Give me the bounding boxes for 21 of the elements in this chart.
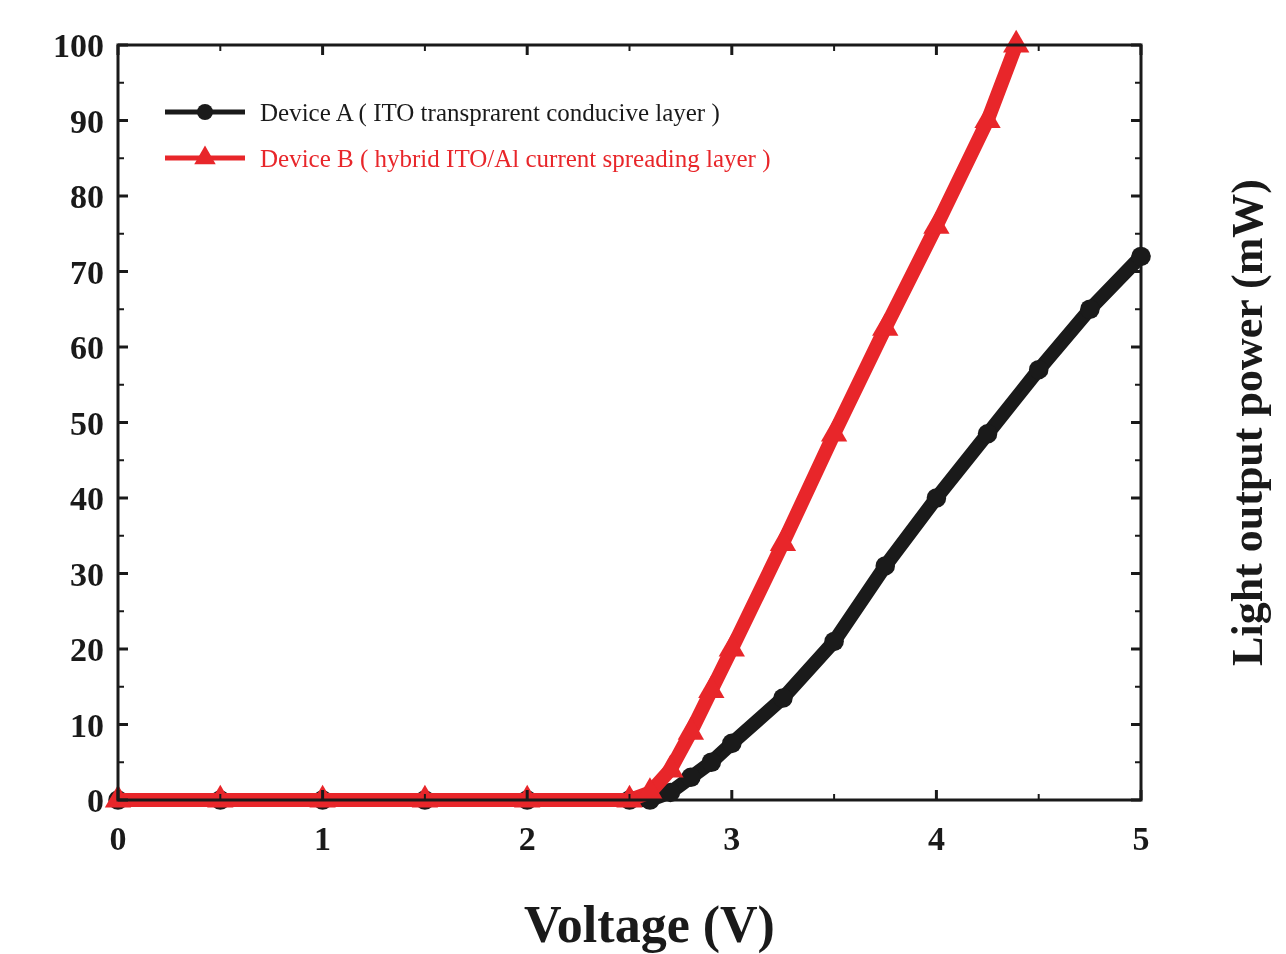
y-tick-label: 60 — [70, 329, 104, 366]
y-tick-label: 20 — [70, 631, 104, 668]
x-tick-label: 5 — [1132, 820, 1150, 857]
y-tick-label: 30 — [70, 555, 104, 593]
y-tick-label: 100 — [53, 27, 104, 64]
y-tick-label: 0 — [87, 782, 104, 819]
legend-label: Device B ( hybrid ITO/Al current spreading layer ) — [260, 145, 771, 173]
x-tick-label: 3 — [723, 820, 741, 857]
y-tick-label: 50 — [70, 404, 104, 442]
y-tick-label: 10 — [70, 706, 104, 744]
y-tick-label: 70 — [70, 253, 104, 291]
x-tick-label: 4 — [927, 820, 945, 857]
y-tick-label: 40 — [70, 480, 104, 517]
x-tick-label: 1 — [314, 820, 332, 857]
x-axis-title: Voltage (V) — [524, 896, 775, 954]
x-tick-label: 0 — [109, 820, 127, 857]
x-tick-label: 2 — [518, 820, 536, 857]
legend-label: Device A ( ITO transprarent conducive layer ) — [260, 99, 720, 127]
y-tick-label: 90 — [70, 102, 104, 140]
y-axis-title: Light output power (mW) — [1223, 179, 1272, 666]
y-tick-label: 80 — [70, 178, 104, 215]
